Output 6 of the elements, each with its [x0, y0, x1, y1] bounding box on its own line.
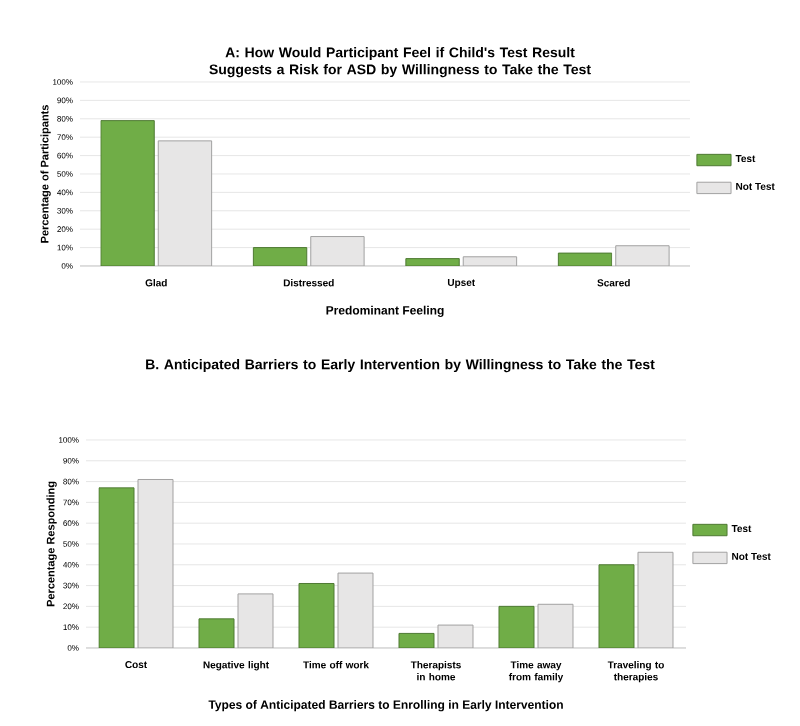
bar: [298, 582, 335, 648]
bar: [98, 487, 135, 648]
bar: [100, 120, 155, 266]
bar: [598, 564, 635, 648]
bar: [498, 605, 535, 648]
bar: [253, 247, 307, 266]
